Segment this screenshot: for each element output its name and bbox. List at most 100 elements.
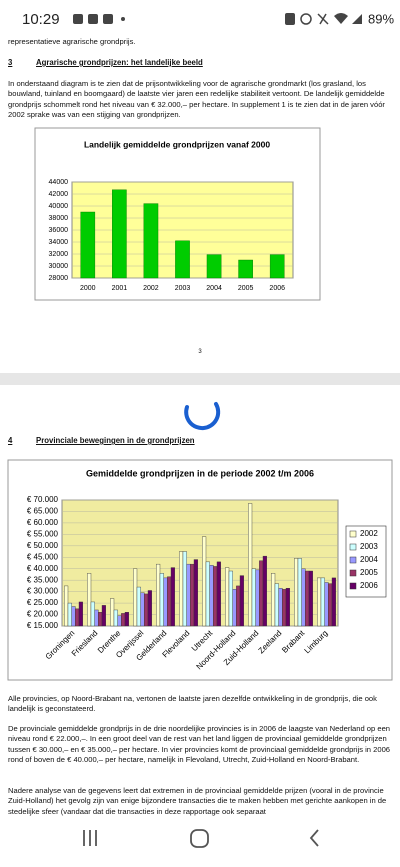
bar [133, 568, 138, 627]
recent-apps-button[interactable] [83, 830, 97, 846]
mute-icon [317, 13, 329, 25]
bar [167, 576, 172, 627]
bar [156, 563, 161, 627]
y-tick-label: € 70.000 [27, 495, 59, 504]
status-icon [300, 13, 312, 25]
bar [101, 605, 106, 627]
y-tick-label: € 30.000 [27, 587, 59, 596]
legend-label: 2006 [360, 581, 378, 590]
paragraph: De provinciale gemiddelde grondprijs in … [8, 724, 391, 765]
bar [117, 615, 122, 627]
text-line: representatieve agrarische grondprijs. [8, 37, 136, 46]
legend-swatch [349, 582, 357, 590]
notification-icon [88, 14, 98, 24]
notification-icon [73, 14, 83, 24]
bar [213, 566, 218, 627]
bar [209, 565, 214, 627]
bar [67, 602, 72, 627]
section-number: 3 [8, 58, 13, 67]
y-tick-label: € 35.000 [27, 575, 59, 584]
legend-label: 2004 [360, 555, 378, 564]
bar [159, 573, 164, 627]
y-tick-label: 34000 [49, 239, 69, 246]
bar [269, 254, 285, 279]
y-tick-label: € 25.000 [27, 598, 59, 607]
bar [110, 598, 115, 627]
bar [124, 612, 129, 627]
bar [182, 551, 187, 627]
bar [251, 568, 256, 627]
notification-icon [103, 14, 113, 24]
x-tick-label: 2006 [269, 285, 285, 292]
bar [297, 558, 302, 627]
bar [112, 189, 127, 279]
bar [294, 558, 299, 627]
bar [308, 570, 313, 627]
nav-bar [0, 822, 400, 867]
notification-dot [121, 17, 125, 21]
legend-label: 2002 [360, 529, 378, 538]
bar [205, 561, 210, 627]
paragraph: Nadere analyse van de gegevens leert dat… [8, 786, 387, 816]
bar [248, 503, 253, 627]
y-tick-label: 28000 [49, 275, 69, 282]
legend-swatch [349, 569, 357, 577]
bar [236, 585, 241, 627]
signal-icon [352, 14, 362, 24]
bar [87, 573, 92, 627]
bar [71, 606, 76, 627]
status-icon [285, 13, 295, 25]
legend-label: 2003 [360, 542, 378, 551]
bar [259, 560, 264, 627]
bar [186, 563, 191, 627]
bar [232, 589, 237, 627]
bar [80, 211, 96, 279]
paragraph: Alle provincies, op Noord-Brabant na, ve… [8, 694, 377, 714]
y-tick-label: 42000 [49, 191, 69, 198]
bar [163, 577, 168, 627]
bar [317, 577, 322, 627]
y-tick-label: € 50.000 [27, 541, 59, 550]
x-tick-label: 2005 [238, 285, 254, 292]
bar [262, 555, 267, 627]
paragraph: In onderstaand diagram is te zien dat de… [8, 79, 385, 120]
legend-label: 2005 [360, 568, 378, 577]
bar [238, 259, 253, 279]
y-tick-label: € 15.000 [27, 621, 59, 630]
legend-swatch [349, 530, 357, 538]
bar [202, 536, 207, 627]
bar [75, 608, 80, 627]
bar [228, 570, 233, 627]
bar [190, 563, 195, 627]
bar [282, 589, 287, 627]
x-tick-label: 2003 [175, 285, 191, 292]
y-tick-label: € 60.000 [27, 518, 59, 527]
legend-swatch [349, 543, 357, 551]
bar [305, 570, 310, 627]
bar [324, 582, 329, 627]
y-tick-label: 32000 [49, 251, 69, 258]
y-tick-label: € 65.000 [27, 507, 59, 516]
bar [255, 569, 260, 627]
bar [140, 592, 145, 627]
bar [301, 568, 306, 627]
y-tick-label: € 20.000 [27, 610, 59, 619]
bar [331, 577, 336, 627]
x-tick-label: 2001 [112, 285, 128, 292]
legend-swatch [349, 556, 357, 564]
chart-title: Landelijk gemiddelde grondprijzen vanaf … [84, 139, 270, 149]
plot-area [61, 499, 339, 627]
bar [64, 585, 69, 627]
bar [170, 567, 175, 627]
page-number: 3 [198, 349, 202, 355]
clock: 10:29 [22, 11, 60, 28]
bar [206, 254, 222, 279]
y-tick-label: € 55.000 [27, 529, 59, 538]
back-button[interactable] [309, 829, 319, 847]
home-button[interactable] [190, 829, 209, 848]
bar [179, 551, 184, 627]
bar [274, 583, 279, 627]
y-tick-label: 38000 [49, 215, 69, 222]
bar [90, 601, 95, 627]
